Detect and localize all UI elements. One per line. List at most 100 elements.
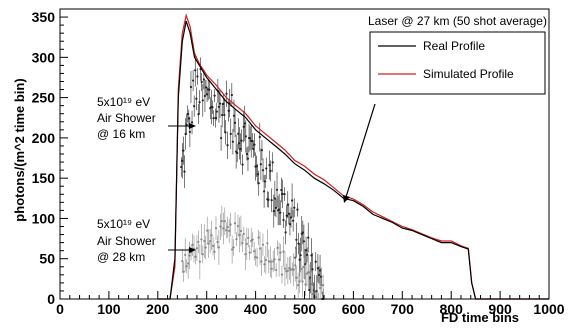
data-point: [304, 249, 308, 252]
data-point: [180, 165, 183, 169]
data-point: [239, 147, 242, 151]
legend-title: Laser @ 27 km (50 shot average): [368, 14, 547, 28]
data-point: [269, 169, 272, 172]
data-point: [282, 218, 285, 222]
data-point: [270, 199, 273, 202]
data-point: [214, 227, 218, 230]
data-point: [287, 212, 290, 215]
annotation-28km-line1: 5x10¹⁹ eV: [97, 217, 150, 231]
data-point: [195, 97, 198, 100]
data-point: [266, 242, 269, 245]
data-point: [310, 282, 313, 286]
data-point: [259, 163, 262, 166]
data-point: [211, 244, 215, 248]
data-point: [271, 161, 274, 164]
data-point: [236, 224, 240, 228]
data-point: [219, 225, 222, 228]
y-tick-label: 100: [32, 210, 56, 226]
x-tick-label: 100: [97, 301, 121, 317]
data-point: [230, 93, 233, 97]
data-point: [311, 292, 314, 296]
data-point: [292, 268, 295, 271]
data-point: [285, 214, 288, 217]
data-point: [247, 236, 250, 239]
data-point: [233, 121, 237, 124]
data-point: [200, 238, 203, 241]
data-point: [264, 258, 267, 262]
data-point: [317, 297, 320, 301]
data-point: [283, 267, 287, 270]
data-point: [282, 250, 285, 253]
y-tick-label: 50: [39, 251, 55, 267]
data-point: [225, 92, 228, 95]
data-point: [299, 267, 303, 271]
data-point: [187, 117, 190, 120]
data-point: [226, 225, 229, 229]
data-point: [295, 276, 298, 279]
data-point: [244, 253, 247, 256]
data-point: [231, 140, 235, 143]
data-point: [238, 142, 241, 145]
data-point: [224, 131, 227, 134]
data-point: [304, 283, 307, 286]
data-point: [253, 250, 256, 253]
annotation-16km-line1: 5x10¹⁹ eV: [97, 95, 150, 109]
data-point: [269, 260, 272, 263]
data-point: [186, 112, 189, 116]
y-tick-label: 250: [32, 90, 56, 106]
data-point: [197, 113, 200, 116]
data-point: [201, 99, 204, 102]
data-point: [258, 135, 261, 139]
x-tick-label: 0: [56, 301, 64, 317]
laser-arrow: [343, 103, 376, 203]
x-tick-label: 700: [391, 301, 415, 317]
simulated-profile-line: [157, 13, 549, 300]
data-point: [238, 233, 241, 237]
data-point: [213, 94, 216, 97]
data-point: [185, 123, 188, 126]
series-layer: [157, 13, 549, 300]
data-point: [227, 109, 230, 112]
data-point: [185, 265, 188, 268]
data-point: [237, 132, 240, 135]
x-tick-label: 400: [244, 301, 268, 317]
data-point: [267, 198, 270, 201]
data-point: [184, 132, 187, 136]
data-point: [305, 272, 309, 275]
data-point: [250, 239, 253, 243]
data-point: [181, 159, 184, 162]
data-point: [205, 93, 209, 96]
data-point: [197, 240, 200, 244]
data-point: [235, 238, 238, 241]
data-point: [273, 258, 276, 261]
data-point: [275, 268, 278, 272]
data-point: [243, 122, 246, 125]
x-tick-label: 500: [293, 301, 317, 317]
data-point: [226, 144, 229, 147]
data-point: [257, 182, 260, 185]
data-point: [183, 170, 186, 173]
data-point: [255, 165, 258, 168]
data-point: [286, 203, 289, 206]
data-point: [315, 290, 318, 293]
data-point: [216, 240, 219, 244]
data-point: [222, 102, 225, 106]
data-point: [201, 253, 204, 256]
data-point: [229, 223, 232, 226]
data-point: [317, 273, 321, 277]
data-point: [310, 254, 313, 257]
data-point: [275, 188, 279, 191]
data-point: [209, 240, 212, 243]
data-point: [206, 229, 209, 232]
data-point: [187, 262, 190, 265]
data-point: [286, 269, 289, 272]
legend-entry-real: Real Profile: [423, 39, 485, 53]
y-tick-label: 300: [32, 49, 56, 65]
data-point: [239, 229, 243, 233]
data-point: [223, 220, 226, 223]
data-point: [188, 254, 191, 257]
annotation-16km-arrowhead: [189, 123, 196, 129]
data-point: [306, 253, 309, 256]
y-tick-label: 200: [32, 130, 56, 146]
